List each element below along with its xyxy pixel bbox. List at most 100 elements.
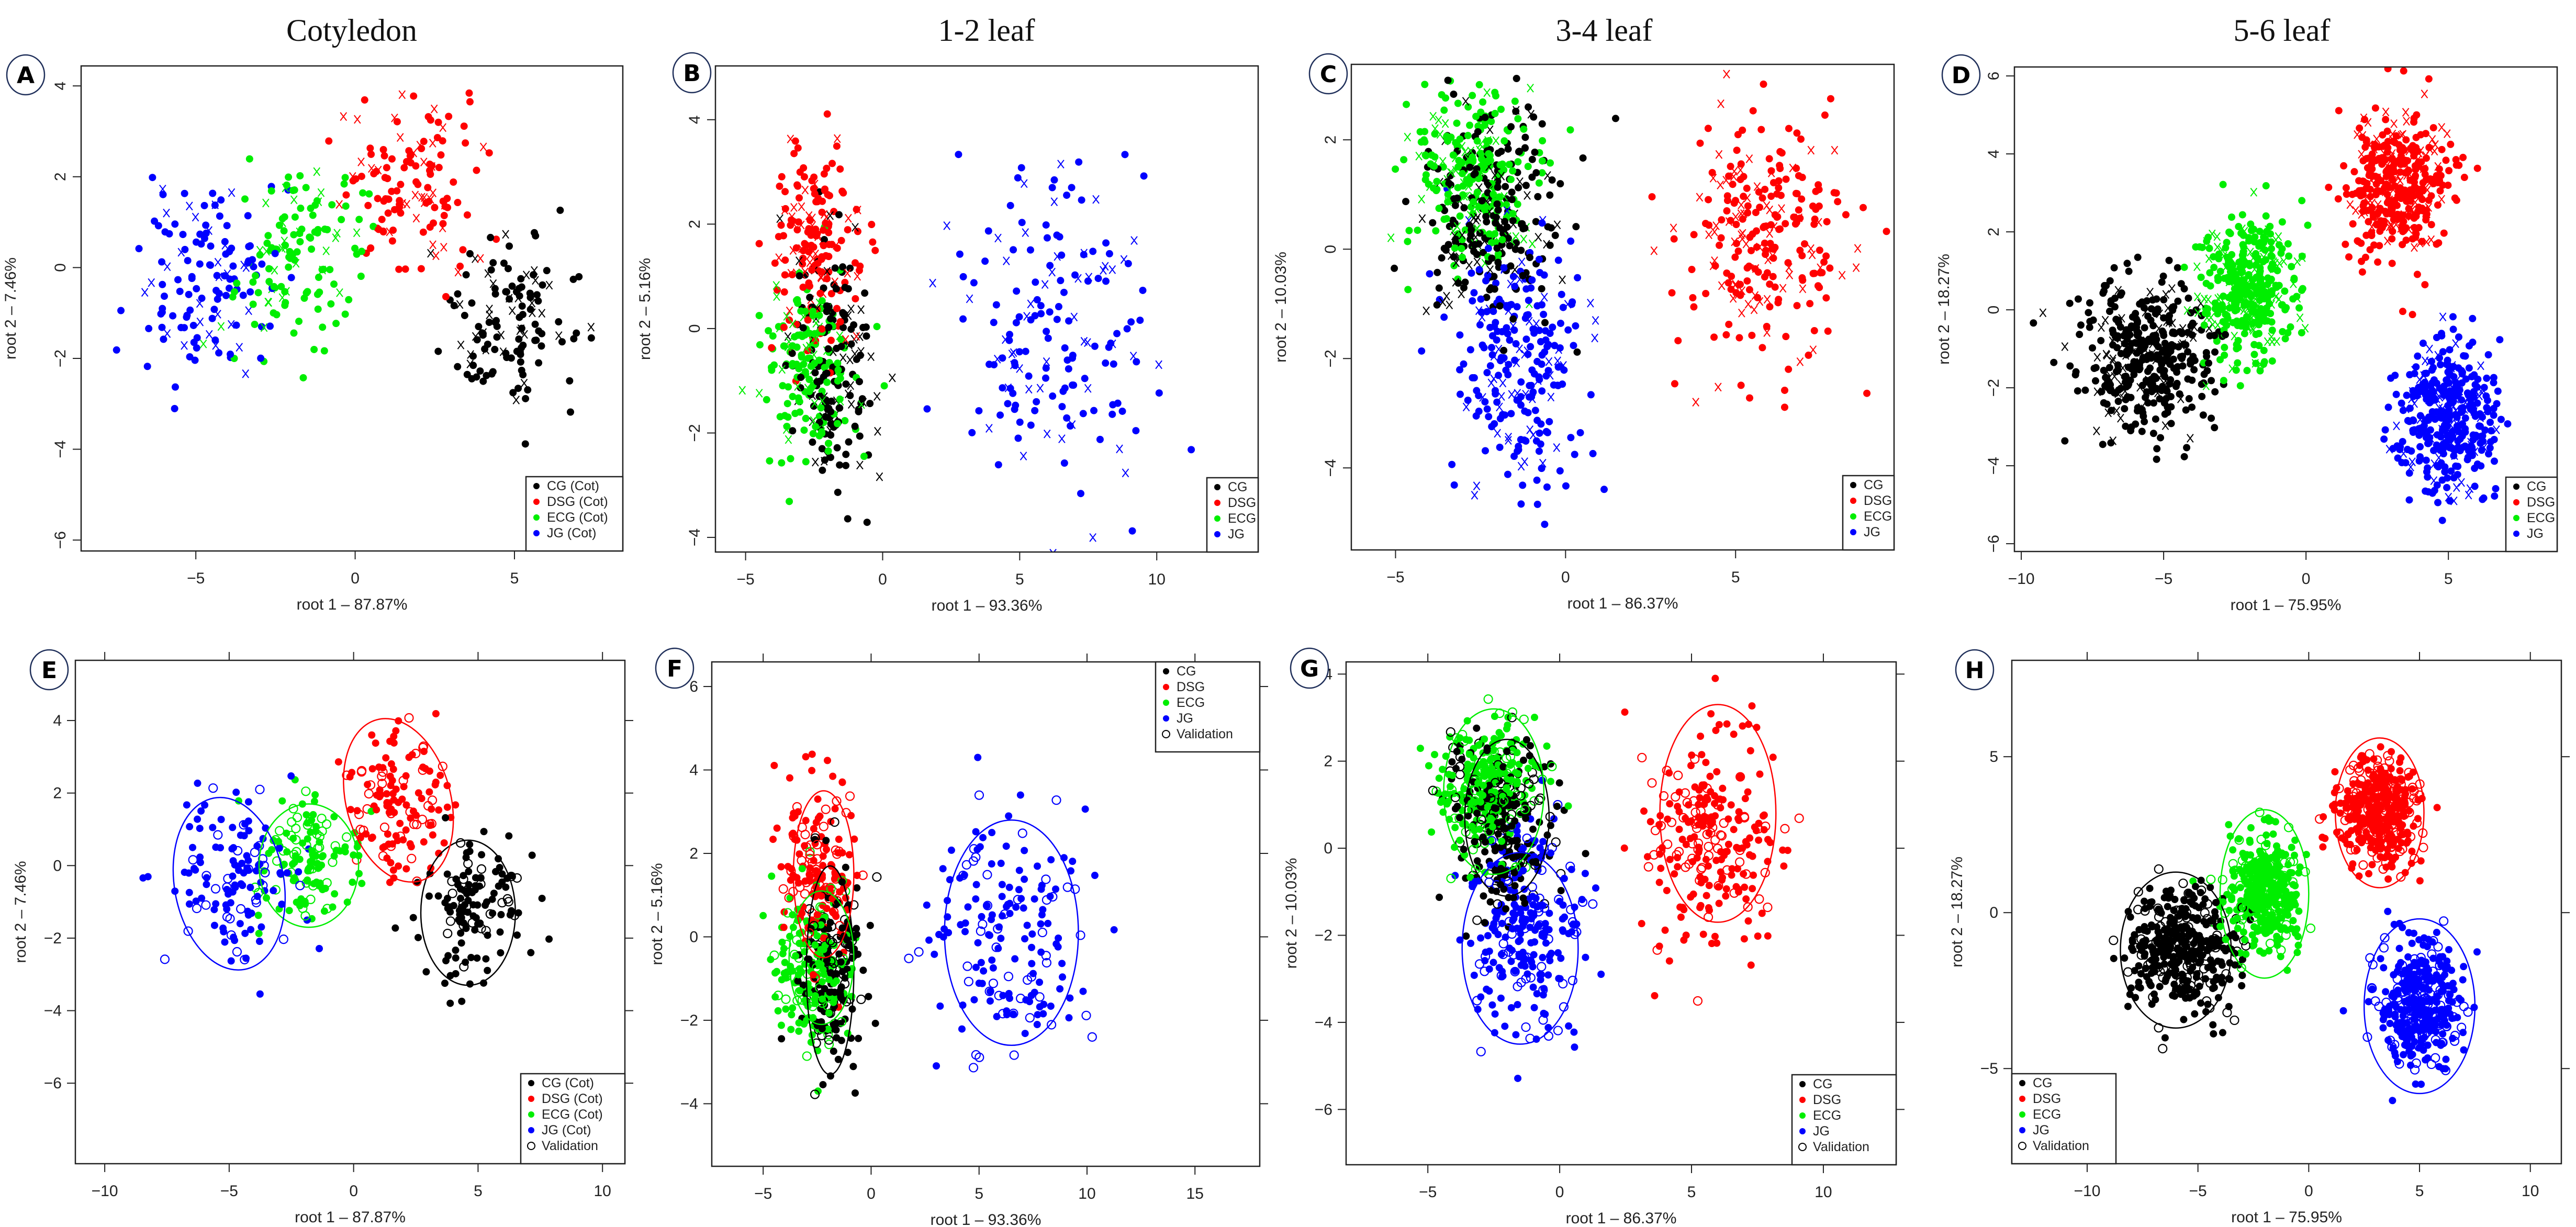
point-dsg	[1688, 266, 1696, 274]
point-dsg	[361, 96, 368, 104]
point-jg	[923, 405, 931, 413]
point-ecg	[1566, 126, 1574, 134]
point-ecg	[759, 911, 767, 919]
point-dsg	[2395, 186, 2403, 194]
point-ecg	[358, 880, 366, 887]
point-jg	[113, 346, 120, 354]
x-tick-label: −5	[2155, 570, 2172, 588]
point-dsg-validation-open	[377, 779, 387, 789]
point-ecg	[2268, 245, 2276, 253]
point-jg	[2462, 375, 2470, 383]
point-jg	[983, 902, 991, 909]
point-ecg	[245, 155, 253, 163]
point-ecg	[2253, 290, 2260, 298]
point-ecg	[307, 858, 315, 865]
point-cg-validation-open	[476, 864, 487, 874]
point-cg-validation-cross	[2103, 367, 2111, 376]
point-cg	[2122, 328, 2130, 336]
point-jg	[1418, 347, 1426, 355]
point-cg	[483, 372, 490, 379]
point-jg-validation-cross	[1048, 267, 1056, 277]
point-cg	[834, 488, 842, 496]
point-jg	[174, 276, 182, 284]
point-dsg	[823, 164, 831, 172]
point-cg	[1509, 217, 1517, 224]
point-jg	[1524, 351, 1532, 358]
point-ecg	[756, 341, 764, 348]
point-jg	[1037, 302, 1045, 310]
legend-label-cg: CG	[2527, 479, 2547, 494]
point-cg	[2153, 445, 2161, 453]
point-jg	[2436, 361, 2444, 368]
point-cg	[460, 872, 467, 880]
point-ecg	[365, 190, 373, 198]
point-cg	[2182, 406, 2190, 414]
point-jg	[160, 335, 167, 343]
point-dsg	[1737, 280, 1744, 288]
point-ecg	[2260, 361, 2268, 368]
y-tick-label: 4	[1985, 150, 2002, 159]
point-jg	[216, 212, 223, 220]
point-dsg-validation-cross	[374, 165, 382, 175]
point-ecg-validation-open	[313, 862, 323, 872]
point-ecg	[1483, 137, 1491, 145]
legend-marker-dsg	[1214, 500, 1220, 506]
point-cg	[2153, 355, 2161, 363]
point-dsg	[1696, 139, 1704, 147]
point-cg	[478, 329, 486, 337]
point-ecg	[1420, 136, 1428, 144]
point-ecg	[296, 855, 304, 863]
point-dsg	[2358, 268, 2366, 276]
point-ecg	[1539, 137, 1547, 145]
point-jg	[999, 354, 1006, 362]
point-ecg	[1547, 159, 1554, 167]
point-cg	[528, 851, 536, 859]
point-dsg	[367, 835, 375, 842]
point-cg	[1538, 120, 1546, 128]
point-jg-validation-open	[1015, 994, 1026, 1004]
point-jg-validation-cross	[1084, 338, 1091, 347]
point-ecg	[2254, 308, 2261, 316]
point-cg	[446, 903, 454, 911]
point-cg	[556, 206, 564, 214]
point-dsg	[794, 144, 802, 152]
point-jg-validation-cross	[2477, 361, 2484, 370]
point-ecg	[264, 232, 272, 240]
point-cg	[2187, 322, 2195, 330]
point-dsg	[1724, 279, 1732, 287]
point-cg-validation-cross	[812, 457, 819, 467]
point-ecg-validation-cross	[278, 244, 286, 253]
point-cg	[856, 432, 864, 440]
point-cg	[1573, 348, 1581, 356]
point-ecg-validation-cross	[2254, 301, 2262, 310]
point-jg	[1515, 443, 1522, 451]
point-cg-validation-cross	[472, 254, 479, 263]
point-dsg	[1728, 273, 1735, 280]
point-jg	[2414, 352, 2422, 360]
point-ecg	[823, 378, 831, 386]
point-dsg	[1821, 111, 1829, 119]
point-dsg	[1795, 172, 1802, 179]
point-jg	[1533, 416, 1541, 424]
point-jg	[181, 245, 189, 253]
point-dsg	[2445, 167, 2453, 175]
point-cg-validation-cross	[427, 249, 434, 258]
point-cg	[855, 1034, 863, 1042]
point-ecg	[800, 426, 808, 434]
point-dsg	[814, 795, 822, 803]
point-jg	[994, 461, 1002, 469]
x-axis-label: root 1 – 87.87%	[295, 1209, 406, 1226]
point-dsg-validation-cross	[789, 246, 797, 255]
point-jg	[1091, 342, 1099, 350]
point-dsg	[823, 846, 831, 853]
point-cg	[489, 368, 497, 376]
point-dsg	[808, 750, 816, 758]
point-dsg	[402, 826, 410, 834]
point-jg	[209, 189, 217, 197]
point-jg	[193, 344, 200, 352]
point-jg	[257, 354, 265, 362]
point-dsg	[375, 226, 383, 233]
point-cg	[2203, 353, 2211, 361]
point-cg	[1460, 284, 1468, 291]
point-jg	[1507, 410, 1515, 418]
